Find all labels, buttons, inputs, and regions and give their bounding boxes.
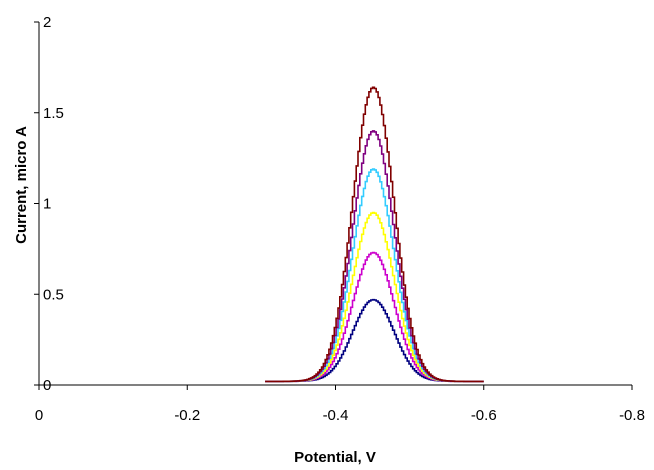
tick-labels: 0 -0.2 -0.4 -0.6 -0.8 0 0.5 1 1.5 2: [35, 14, 645, 424]
series-line-2: [265, 251, 484, 383]
y-tick-label: 1: [43, 196, 51, 213]
y-tick-label: 2: [43, 14, 51, 31]
y-tick-label: 1.5: [43, 105, 64, 122]
series-group: [265, 86, 484, 383]
y-tick-label: 0.5: [43, 286, 64, 303]
series-line-3: [265, 211, 484, 383]
x-tick-label: -0.4: [323, 407, 349, 424]
x-tick-label: -0.6: [471, 407, 497, 424]
x-tick-label: -0.2: [174, 407, 200, 424]
y-axis-title: Current, micro A: [13, 126, 30, 244]
x-tick-label: -0.8: [619, 407, 645, 424]
ticks: [34, 21, 633, 390]
series-line-4: [265, 168, 484, 383]
series-line-6: [265, 86, 484, 383]
x-tick-label: 0: [35, 407, 43, 424]
x-axis-title: Potential, V: [294, 449, 376, 466]
series-line-1: [265, 298, 484, 383]
y-tick-label: 0: [43, 377, 51, 394]
